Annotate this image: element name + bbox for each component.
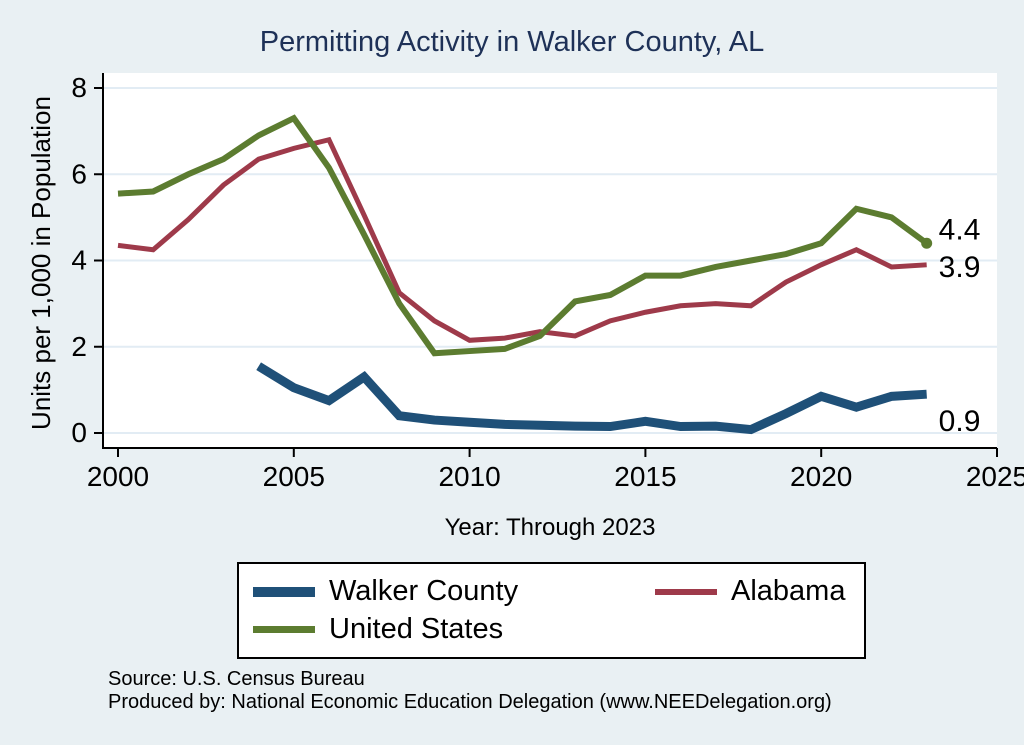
footer: Source: U.S. Census Bureau Produced by: … <box>108 668 832 714</box>
alabama-line-swatch-icon <box>655 588 717 595</box>
x-axis-title: Year: Through 2023 <box>444 514 656 541</box>
walker-county-line-swatch-icon <box>253 586 315 597</box>
footer-source: Source: U.S. Census Bureau <box>108 668 365 690</box>
legend-label-alabama: Alabama <box>731 575 846 607</box>
legend-item-alabama: Alabama <box>655 575 850 608</box>
legend-label-walker-county: Walker County <box>329 575 519 607</box>
svg-text:2010: 2010 <box>438 461 500 492</box>
footer-produced-by: Produced by: National Economic Education… <box>108 691 832 713</box>
svg-text:3.9: 3.9 <box>939 251 981 284</box>
line-chart: 0 2 4 6 8 2000 2005 2010 2015 2020 2025 0.9 3.9 4.4 <box>71 72 1024 492</box>
svg-text:2025: 2025 <box>966 461 1024 492</box>
legend-label-united-states: United States <box>329 613 504 645</box>
page-title: Permitting Activity in Walker County, AL <box>259 26 765 58</box>
svg-text:2020: 2020 <box>790 461 852 492</box>
svg-text:2015: 2015 <box>614 461 676 492</box>
svg-text:4.4: 4.4 <box>939 213 981 246</box>
united-states-line-swatch-icon <box>253 626 315 633</box>
y-axis-title: Units per 1,000 in Population <box>26 96 56 430</box>
legend-box: Walker County Alabama United States <box>237 562 866 659</box>
svg-text:0: 0 <box>71 417 87 448</box>
svg-text:6: 6 <box>71 158 87 189</box>
svg-text:2005: 2005 <box>263 461 325 492</box>
svg-text:4: 4 <box>71 245 87 276</box>
svg-text:2000: 2000 <box>87 461 149 492</box>
legend-item-united-states: United States <box>253 613 655 646</box>
svg-text:0.9: 0.9 <box>939 405 981 438</box>
svg-text:8: 8 <box>71 72 87 103</box>
legend-item-walker-county: Walker County <box>253 575 655 608</box>
svg-text:2: 2 <box>71 331 87 362</box>
